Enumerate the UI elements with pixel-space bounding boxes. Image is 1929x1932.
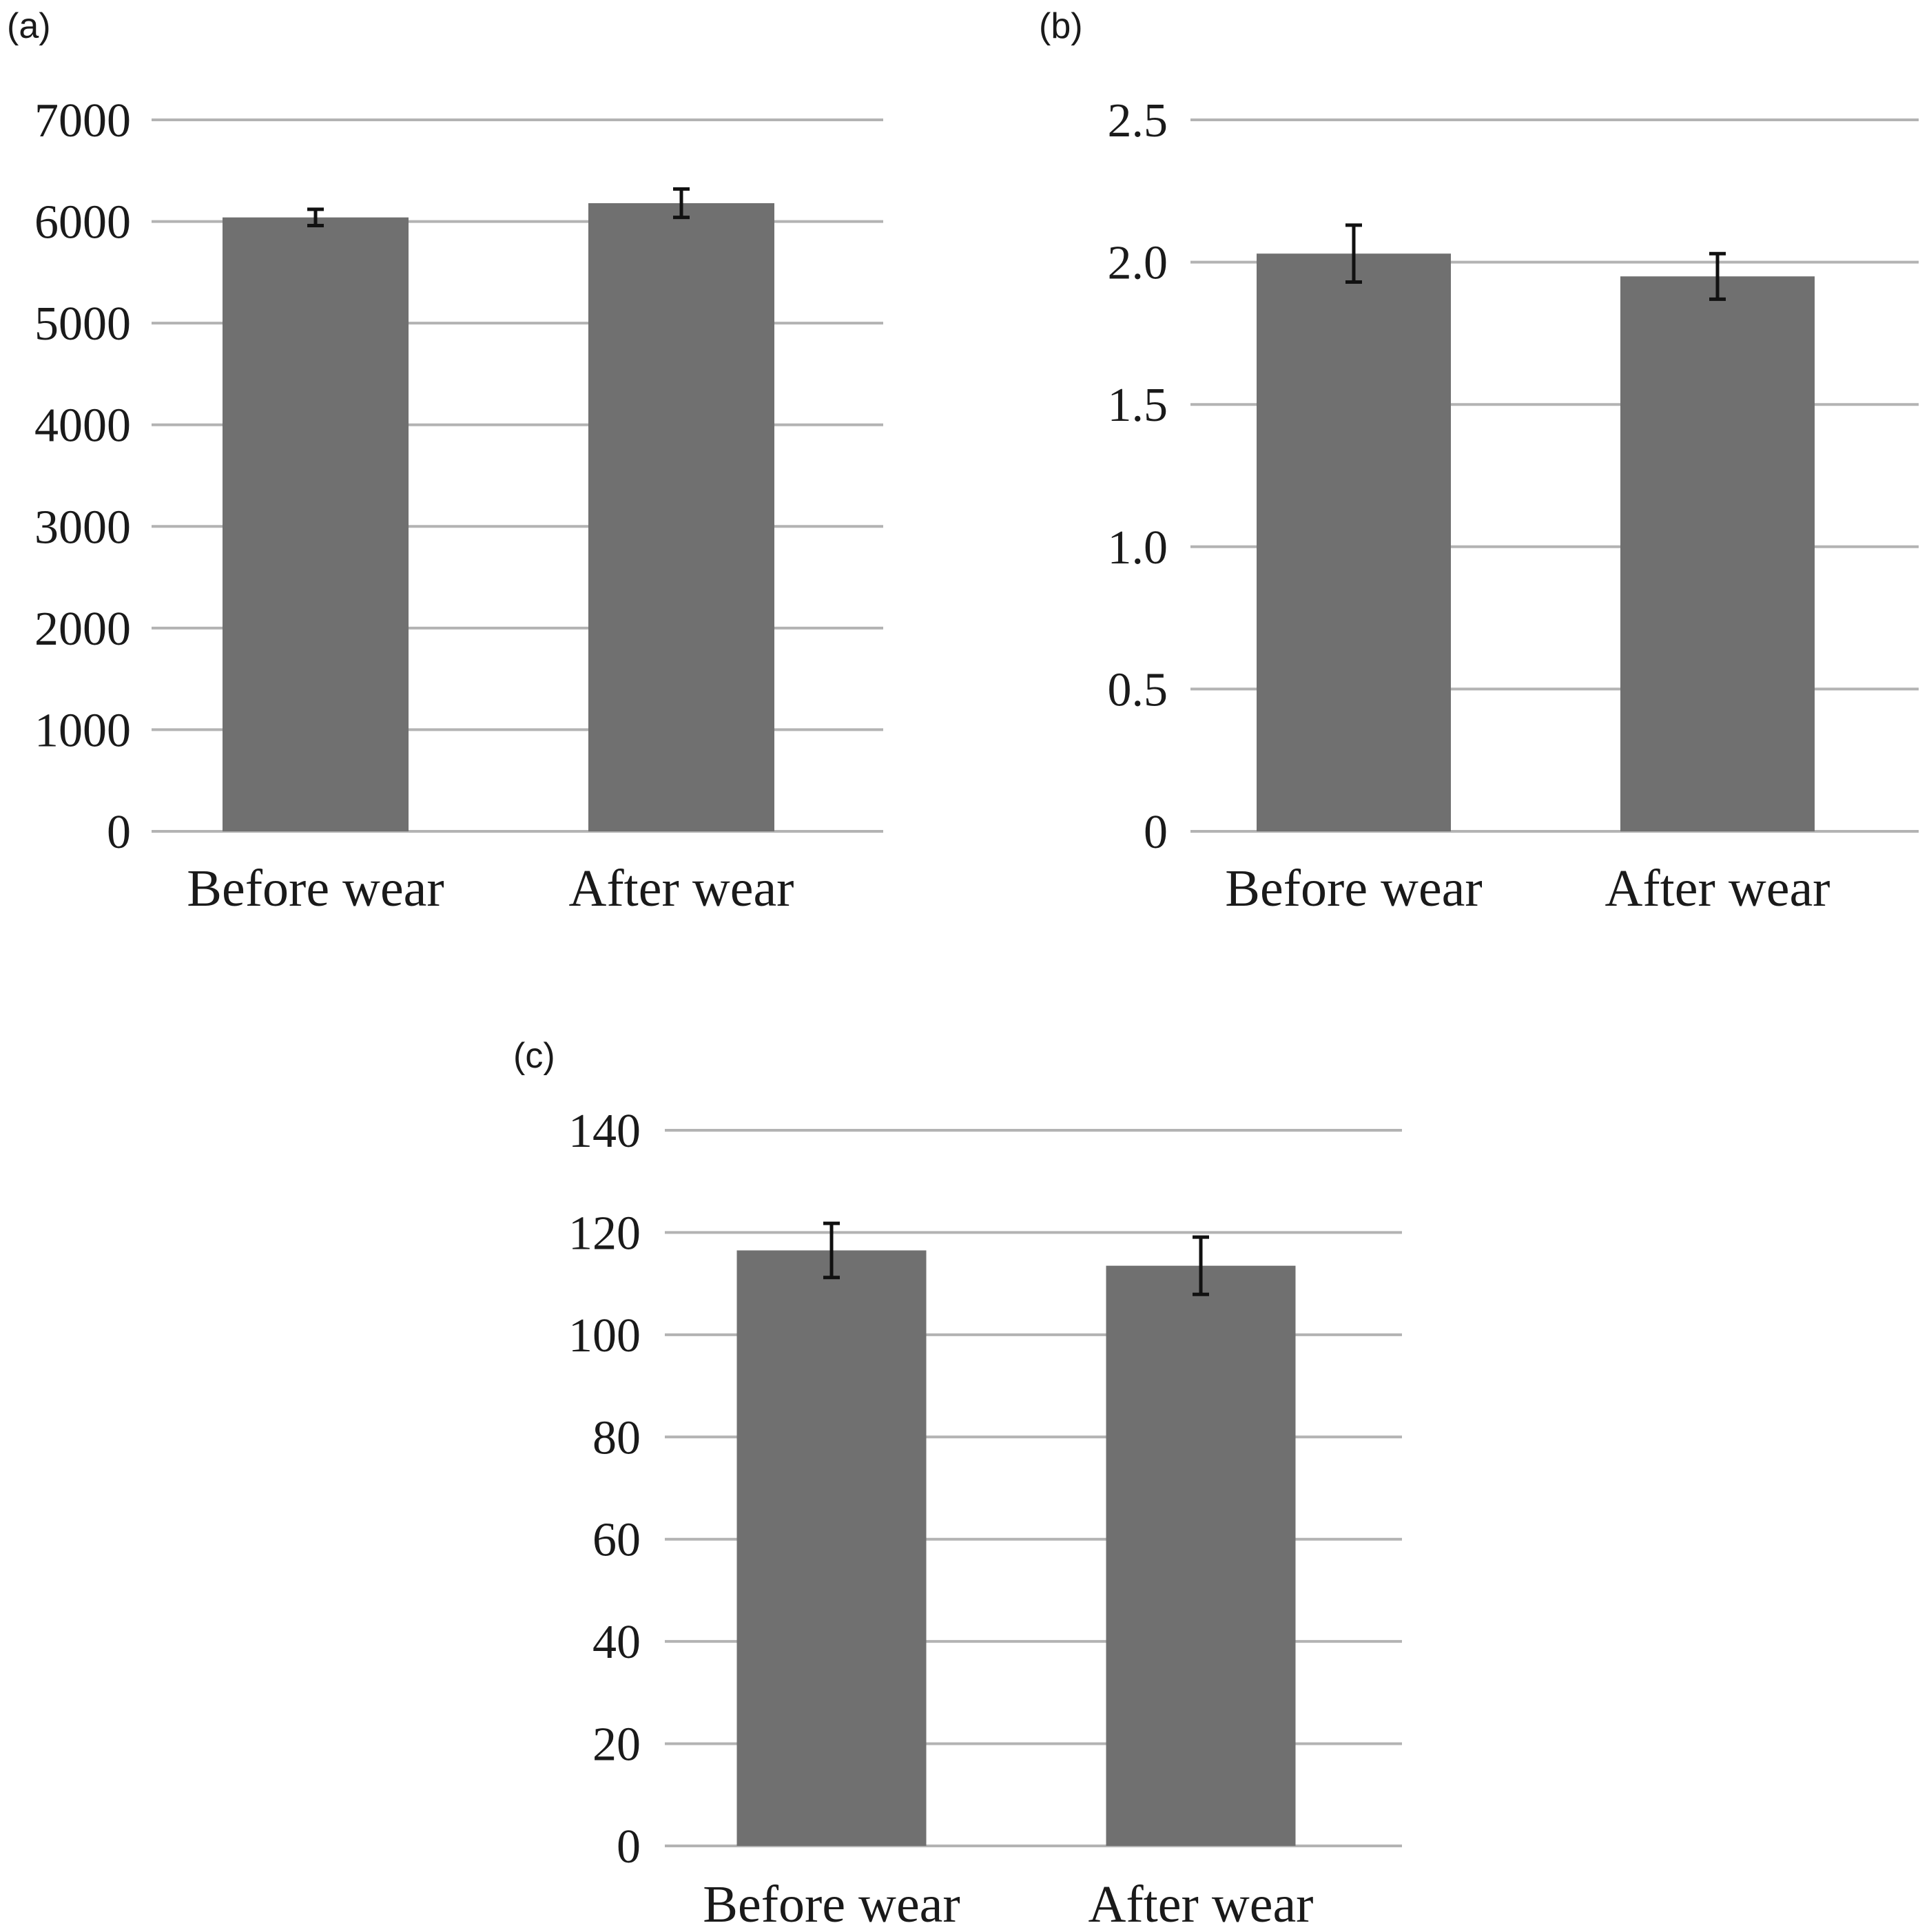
bar-after-wear bbox=[1106, 1265, 1296, 1846]
chart-panel-3: (c) 0 20 40 60 80 100 120 140 Before wear After we… bbox=[513, 1036, 1402, 1932]
y-tick-label: 2.5 bbox=[1108, 94, 1168, 147]
y-tick-label: 1.5 bbox=[1108, 379, 1168, 432]
y-tick-label: 80 bbox=[592, 1411, 641, 1464]
chart-panel-2: (b) 0 0.5 1.0 1.5 2.0 2.5 Before wear After wear bbox=[1039, 6, 1919, 917]
y-tick-label: 1.0 bbox=[1108, 521, 1168, 574]
error-bar bbox=[673, 187, 690, 220]
y-tick-label: 4000 bbox=[34, 399, 131, 453]
error-bar bbox=[1709, 251, 1726, 301]
y-tick-label: 0 bbox=[617, 1820, 641, 1873]
y-tick-label: 0.5 bbox=[1108, 663, 1168, 716]
y-tick-label: 0 bbox=[1144, 806, 1168, 859]
x-category-label: Before wear bbox=[703, 1876, 960, 1932]
panel-label: (c) bbox=[513, 1036, 555, 1076]
y-tick-label: 140 bbox=[568, 1105, 641, 1158]
panel-label: (a) bbox=[7, 6, 51, 46]
y-tick-label: 2.0 bbox=[1108, 237, 1168, 290]
y-tick-label: 2000 bbox=[34, 603, 131, 656]
x-category-label: After wear bbox=[568, 860, 794, 917]
panel-label: (b) bbox=[1039, 6, 1083, 46]
bar-after-wear bbox=[588, 203, 774, 832]
error-bar bbox=[1193, 1235, 1209, 1296]
error-bar bbox=[1345, 223, 1362, 284]
y-tick-label: 7000 bbox=[34, 94, 131, 147]
y-tick-label: 0 bbox=[107, 806, 131, 859]
x-category-label: Before wear bbox=[1225, 860, 1482, 917]
bar-before-wear bbox=[736, 1250, 927, 1846]
error-bar bbox=[307, 207, 324, 227]
y-tick-label: 100 bbox=[568, 1309, 641, 1362]
chart-panel-1: (a) 0 1000 2000 3000 4000 5000 6000 7000 Before w… bbox=[7, 6, 883, 917]
y-tick-label: 5000 bbox=[34, 298, 131, 351]
y-tick-label: 20 bbox=[592, 1718, 641, 1772]
bar-after-wear bbox=[1620, 276, 1815, 831]
x-category-label: After wear bbox=[1605, 860, 1830, 917]
x-category-label: After wear bbox=[1088, 1876, 1313, 1932]
error-bar bbox=[823, 1221, 840, 1280]
y-tick-label: 6000 bbox=[34, 196, 131, 249]
y-tick-label: 120 bbox=[568, 1207, 641, 1260]
bar-before-wear bbox=[1257, 253, 1451, 832]
y-tick-label: 3000 bbox=[34, 501, 131, 554]
x-category-label: Before wear bbox=[187, 860, 444, 917]
bar-before-wear bbox=[223, 217, 409, 831]
y-tick-label: 1000 bbox=[34, 704, 131, 757]
y-tick-label: 40 bbox=[592, 1616, 641, 1669]
y-tick-label: 60 bbox=[592, 1514, 641, 1567]
